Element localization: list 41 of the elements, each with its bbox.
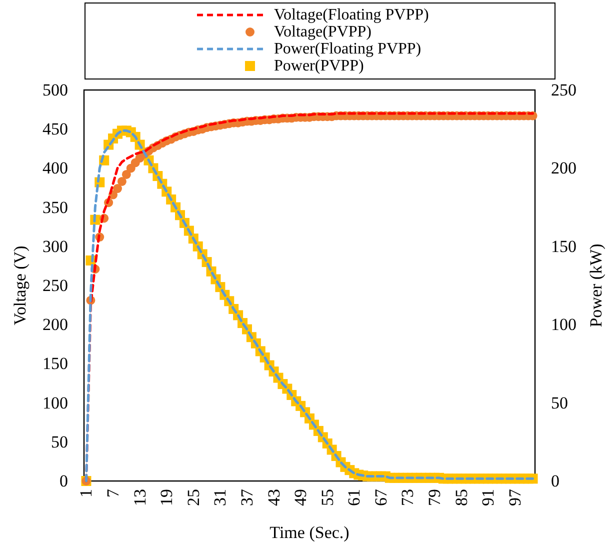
x-tick-label: 73 [398,489,418,506]
x-tick-label: 85 [452,489,471,506]
x-tick-label: 37 [237,488,256,506]
y-tick-label: 300 [42,236,68,256]
legend-label: Voltage(PVPP) [274,24,372,40]
x-tick-label: 7 [104,488,123,498]
y2-tick-label: 250 [551,80,576,100]
legend-label: Power(PVPP) [274,58,364,74]
y2-tick-label: 50 [551,393,568,412]
y-tick-label: 200 [42,315,68,334]
x-tick-label: 13 [130,489,150,506]
x-tick-label: 25 [184,489,203,506]
x-tick-label: 79 [425,489,444,506]
y-tick-label: 400 [42,158,68,178]
y2-tick-label: 150 [551,236,576,256]
y-tick-label: 350 [42,198,68,217]
y2-tick-label: 200 [551,158,576,178]
x-tick-label: 55 [318,489,337,506]
x-tick-label: 43 [264,489,284,506]
x-axis-title: Time (Sec.) [270,523,350,542]
y-tick-label: 100 [42,393,68,412]
x-tick-label: 49 [291,489,310,506]
y-tick-label: 450 [42,120,68,139]
x-tick-label: 67 [371,488,390,506]
x-tick-label: 1 [76,489,96,498]
y2-tick-label: 0 [551,472,560,490]
y-tick-label: 250 [42,276,68,295]
x-tick-label: 61 [344,489,364,506]
legend-label: Voltage(Floating PVPP) [274,6,429,24]
x-tick-label: 91 [478,489,498,506]
x-tick-label: 31 [210,489,230,506]
y-tick-label: 150 [42,354,68,374]
x-tick-label: 97 [505,488,524,506]
legend-label: Power(Floating PVPP) [274,40,422,58]
y-tick-label: 500 [42,80,68,100]
x-tick-label: 19 [157,489,176,506]
y-axis-title: Voltage (V) [10,246,30,326]
y2-axis-title: Power (kW) [586,244,606,328]
y-tick-label: 0 [60,472,68,490]
y2-tick-label: 100 [551,315,576,334]
y-tick-label: 50 [51,432,68,452]
